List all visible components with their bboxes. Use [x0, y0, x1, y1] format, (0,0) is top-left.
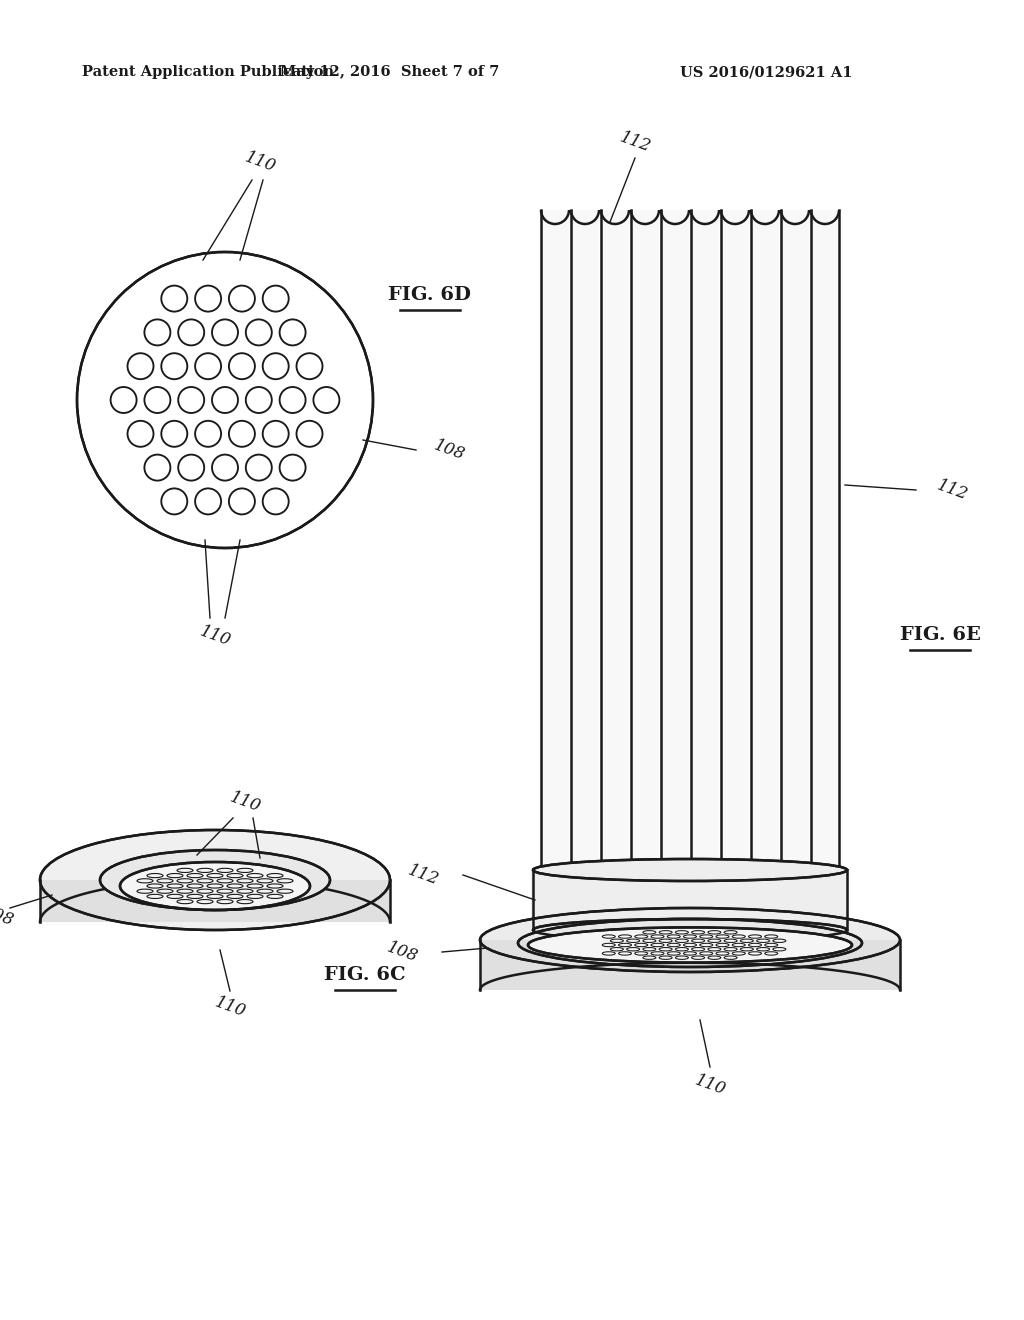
Text: 108: 108 [0, 903, 16, 929]
Bar [781, 210, 809, 870]
Bar [571, 210, 599, 870]
Bar [721, 210, 749, 870]
Text: 110: 110 [212, 994, 248, 1020]
Text: May 12, 2016  Sheet 7 of 7: May 12, 2016 Sheet 7 of 7 [281, 65, 500, 79]
Bar [691, 210, 719, 870]
Text: 110: 110 [227, 788, 263, 816]
Bar [601, 210, 629, 870]
Text: 108: 108 [384, 939, 420, 965]
Text: FIG. 6E: FIG. 6E [899, 626, 980, 644]
Bar [541, 210, 569, 870]
Text: 110: 110 [197, 623, 232, 649]
Text: US 2016/0129621 A1: US 2016/0129621 A1 [680, 65, 853, 79]
Bar [811, 210, 839, 870]
Bar [662, 210, 689, 870]
Ellipse shape [100, 850, 330, 909]
Bar [751, 210, 779, 870]
Bar [531, 870, 849, 932]
Text: 108: 108 [431, 437, 467, 463]
Ellipse shape [120, 862, 310, 909]
Ellipse shape [534, 919, 847, 941]
Bar [480, 940, 900, 990]
Ellipse shape [40, 830, 390, 931]
Text: FIG. 6D: FIG. 6D [388, 286, 471, 304]
Ellipse shape [534, 859, 847, 880]
Ellipse shape [528, 928, 852, 962]
Text: 110: 110 [692, 1072, 728, 1098]
Ellipse shape [480, 908, 900, 972]
Text: 112: 112 [934, 477, 970, 503]
Text: 112: 112 [617, 128, 653, 156]
Bar [40, 880, 390, 921]
Text: 112: 112 [406, 862, 441, 888]
Bar [631, 210, 659, 870]
Text: Patent Application Publication: Patent Application Publication [82, 65, 334, 79]
Text: FIG. 6C: FIG. 6C [325, 966, 406, 983]
Text: 110: 110 [242, 149, 278, 176]
